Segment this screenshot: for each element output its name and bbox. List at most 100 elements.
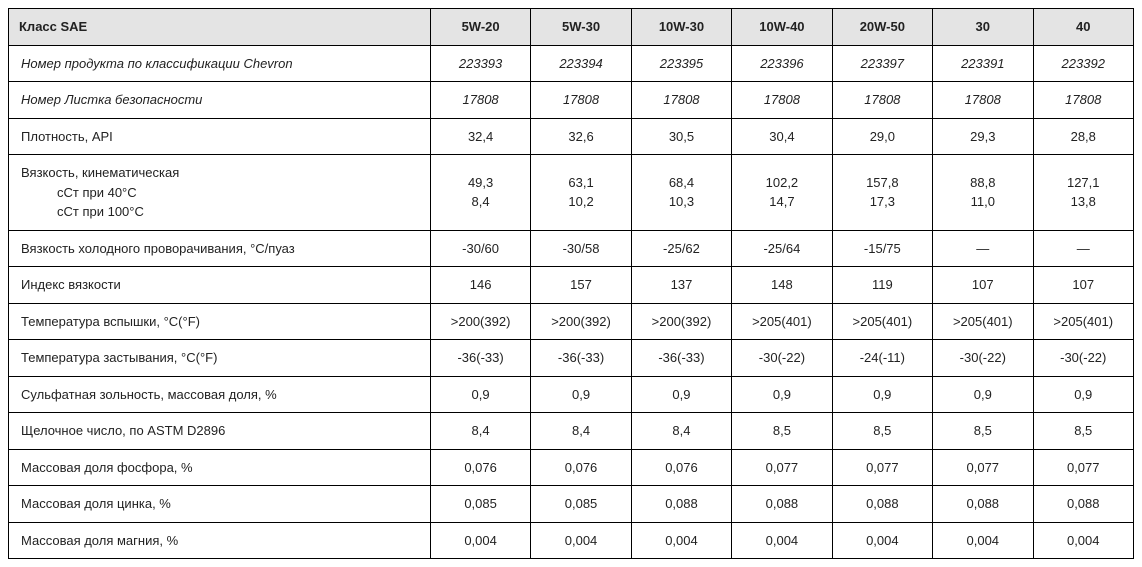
- row-label: Щелочное число, по ASTM D2896: [9, 413, 431, 450]
- table-row: Температура вспышки, °C(°F)>200(392)>200…: [9, 303, 1134, 340]
- cell-value: 29,0: [832, 118, 932, 155]
- table-row: Вязкость холодного проворачивания, °C/пу…: [9, 230, 1134, 267]
- cell-value: 0,077: [1033, 449, 1134, 486]
- cell-value: 0,004: [531, 522, 631, 559]
- cell-value: 0,077: [832, 449, 932, 486]
- cell-value: -36(-33): [430, 340, 530, 377]
- cell-value: 157,817,3: [832, 155, 932, 231]
- cell-value: >205(401): [832, 303, 932, 340]
- table-row: Массовая доля магния, %0,0040,0040,0040,…: [9, 522, 1134, 559]
- cell-value: 0,088: [732, 486, 832, 523]
- row-label-line: Вязкость, кинематическая: [21, 163, 420, 183]
- cell-value: 8,5: [732, 413, 832, 450]
- cell-value: 0,088: [933, 486, 1033, 523]
- cell-value: 8,4: [430, 413, 530, 450]
- cell-value: 0,9: [531, 376, 631, 413]
- cell-value: 137: [631, 267, 731, 304]
- cell-value: 8,5: [832, 413, 932, 450]
- cell-value-line: 68,4: [642, 173, 721, 193]
- cell-value: 0,088: [631, 486, 731, 523]
- header-col: 5W-20: [430, 9, 530, 46]
- row-label: Номер продукта по классификации Chevron: [9, 45, 431, 82]
- cell-value: 223396: [732, 45, 832, 82]
- cell-value: 107: [1033, 267, 1134, 304]
- row-label: Температура вспышки, °C(°F): [9, 303, 431, 340]
- cell-value: 17808: [430, 82, 530, 119]
- header-col: 10W-40: [732, 9, 832, 46]
- cell-value: 0,076: [430, 449, 530, 486]
- cell-value: 0,9: [732, 376, 832, 413]
- cell-value: 223392: [1033, 45, 1134, 82]
- cell-value: 102,214,7: [732, 155, 832, 231]
- cell-value: >200(392): [430, 303, 530, 340]
- row-label: Массовая доля цинка, %: [9, 486, 431, 523]
- cell-value: 8,5: [933, 413, 1033, 450]
- cell-value: 0,076: [531, 449, 631, 486]
- cell-value: 0,077: [732, 449, 832, 486]
- cell-value: 32,4: [430, 118, 530, 155]
- cell-value-line: 11,0: [943, 192, 1022, 212]
- table-row: Индекс вязкости146157137148119107107: [9, 267, 1134, 304]
- table-row: Температура застывания, °C(°F)-36(-33)-3…: [9, 340, 1134, 377]
- cell-value: 127,113,8: [1033, 155, 1134, 231]
- header-row: Класс SAE 5W-205W-3010W-3010W-4020W-5030…: [9, 9, 1134, 46]
- cell-value: -36(-33): [631, 340, 731, 377]
- cell-value: 107: [933, 267, 1033, 304]
- cell-value: 0,088: [1033, 486, 1134, 523]
- row-label: Массовая доля магния, %: [9, 522, 431, 559]
- cell-value-line: 157,8: [843, 173, 922, 193]
- cell-value: -30/60: [430, 230, 530, 267]
- cell-value: 223394: [531, 45, 631, 82]
- row-label: Вязкость холодного проворачивания, °C/пу…: [9, 230, 431, 267]
- cell-value: 17808: [933, 82, 1033, 119]
- cell-value: 0,004: [430, 522, 530, 559]
- cell-value-line: 13,8: [1044, 192, 1124, 212]
- cell-value: >205(401): [933, 303, 1033, 340]
- cell-value: 0,004: [933, 522, 1033, 559]
- row-label: Температура застывания, °C(°F): [9, 340, 431, 377]
- cell-value: -30(-22): [933, 340, 1033, 377]
- cell-value-line: 10,2: [541, 192, 620, 212]
- row-label: Вязкость, кинематическаясСт при 40°CсСт …: [9, 155, 431, 231]
- cell-value: 0,9: [832, 376, 932, 413]
- row-label: Индекс вязкости: [9, 267, 431, 304]
- cell-value: -24(-11): [832, 340, 932, 377]
- table-row: Номер продукта по классификации Chevron 2…: [9, 45, 1134, 82]
- header-col: 5W-30: [531, 9, 631, 46]
- header-col: 30: [933, 9, 1033, 46]
- cell-value: 0,085: [430, 486, 530, 523]
- cell-value: -15/75: [832, 230, 932, 267]
- header-col: 40: [1033, 9, 1134, 46]
- cell-value: 0,9: [631, 376, 731, 413]
- cell-value: 32,6: [531, 118, 631, 155]
- spec-table: Класс SAE 5W-205W-3010W-3010W-4020W-5030…: [8, 8, 1134, 559]
- cell-value-line: 127,1: [1044, 173, 1124, 193]
- row-label: Массовая доля фосфора, %: [9, 449, 431, 486]
- header-col: 10W-30: [631, 9, 731, 46]
- cell-value: >200(392): [631, 303, 731, 340]
- cell-value: 223397: [832, 45, 932, 82]
- cell-value: 17808: [832, 82, 932, 119]
- table-row: Щелочное число, по ASTM D28968,48,48,48,…: [9, 413, 1134, 450]
- cell-value-line: 14,7: [742, 192, 821, 212]
- cell-value: 0,004: [832, 522, 932, 559]
- table-row: Вязкость, кинематическаясСт при 40°CсСт …: [9, 155, 1134, 231]
- cell-value: 0,076: [631, 449, 731, 486]
- cell-value: -30(-22): [1033, 340, 1134, 377]
- cell-value: 29,3: [933, 118, 1033, 155]
- row-label: Номер Листка безопасности: [9, 82, 431, 119]
- cell-value: 0,088: [832, 486, 932, 523]
- cell-value: 17808: [1033, 82, 1134, 119]
- cell-value: 223391: [933, 45, 1033, 82]
- table-row: Сульфатная зольность, массовая доля, %0,…: [9, 376, 1134, 413]
- cell-value: 157: [531, 267, 631, 304]
- row-label: Плотность, API: [9, 118, 431, 155]
- cell-value: >205(401): [1033, 303, 1134, 340]
- cell-value: —: [933, 230, 1033, 267]
- cell-value: -30(-22): [732, 340, 832, 377]
- cell-value: >205(401): [732, 303, 832, 340]
- cell-value-line: 49,3: [441, 173, 520, 193]
- row-label-line: сСт при 100°C: [21, 202, 420, 222]
- cell-value-line: 102,2: [742, 173, 821, 193]
- cell-value: 8,4: [531, 413, 631, 450]
